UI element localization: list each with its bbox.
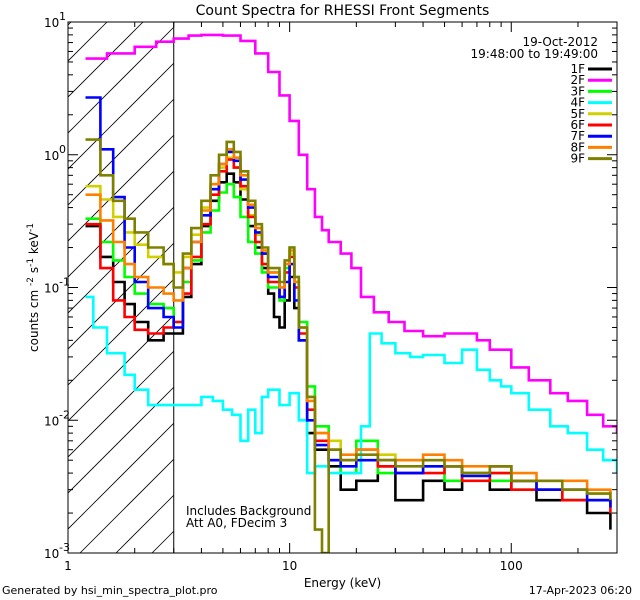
y-tick-base: 10: [44, 414, 59, 428]
legend-label-6F: 6F: [570, 118, 585, 132]
legend-label-1F: 1F: [570, 62, 585, 76]
y-axis-label: counts cm -2 s-1 keV-1: [26, 223, 41, 352]
y-tick-exp: -3: [59, 541, 70, 554]
y-tick-exp: 0: [59, 143, 66, 156]
series-line-1F: [85, 172, 612, 530]
x-axis-label: Energy (keV): [304, 576, 381, 590]
legend-label-7F: 7F: [570, 129, 585, 143]
hatch-line: [68, 22, 180, 134]
y-tick-label--3: 10 -3: [44, 541, 70, 561]
series-group: [85, 33, 617, 553]
x-tick-label-100: 100: [500, 559, 523, 573]
y-tick-exp: -1: [59, 276, 70, 289]
y-tick-exp: 1: [59, 10, 66, 23]
x-tick-label-1: 1: [64, 559, 72, 573]
legend-label-8F: 8F: [570, 140, 585, 154]
legend-label-5F: 5F: [570, 107, 585, 121]
generated-by-text: Generated by hsi_min_spectra_plot.pro: [2, 584, 218, 597]
y-tick-base: 10: [44, 149, 59, 163]
y-tick-label--1: 10 -1: [44, 276, 70, 296]
time-range-text: 19:48:00 to 19:49:00: [471, 47, 598, 61]
date-text: 19-Oct-2012: [522, 35, 598, 49]
hatch-line: [68, 22, 252, 206]
y-tick-base: 10: [44, 282, 59, 296]
legend-label-4F: 4F: [570, 96, 585, 110]
y-tick-label--2: 10 -2: [44, 408, 70, 428]
series-line-6F: [85, 158, 612, 513]
y-tick-label-1: 10 1: [44, 10, 66, 30]
series-line-8F: [85, 148, 612, 494]
y-tick-base: 10: [44, 16, 59, 30]
annotation-0: Includes Background: [186, 504, 311, 518]
annotation-1: Att A0, FDecim 3: [186, 516, 287, 530]
series-line-2F: [85, 33, 617, 434]
x-tick-label-10: 10: [282, 559, 297, 573]
timestamp-text: 17-Apr-2023 06:20: [528, 584, 632, 597]
y-tick-label-0: 10 0: [44, 143, 66, 163]
y-tick-base: 10: [44, 547, 59, 561]
legend-label-2F: 2F: [570, 73, 585, 87]
hatch-line: [620, 22, 640, 553]
y-tick-exp: -2: [59, 408, 70, 421]
chart-title: Count Spectra for RHESSI Front Segments: [196, 3, 490, 19]
series-line-9F: [85, 138, 612, 553]
legend-label-9F: 9F: [570, 152, 585, 166]
hatch-line: [68, 22, 216, 170]
legend-label-3F: 3F: [570, 84, 585, 98]
